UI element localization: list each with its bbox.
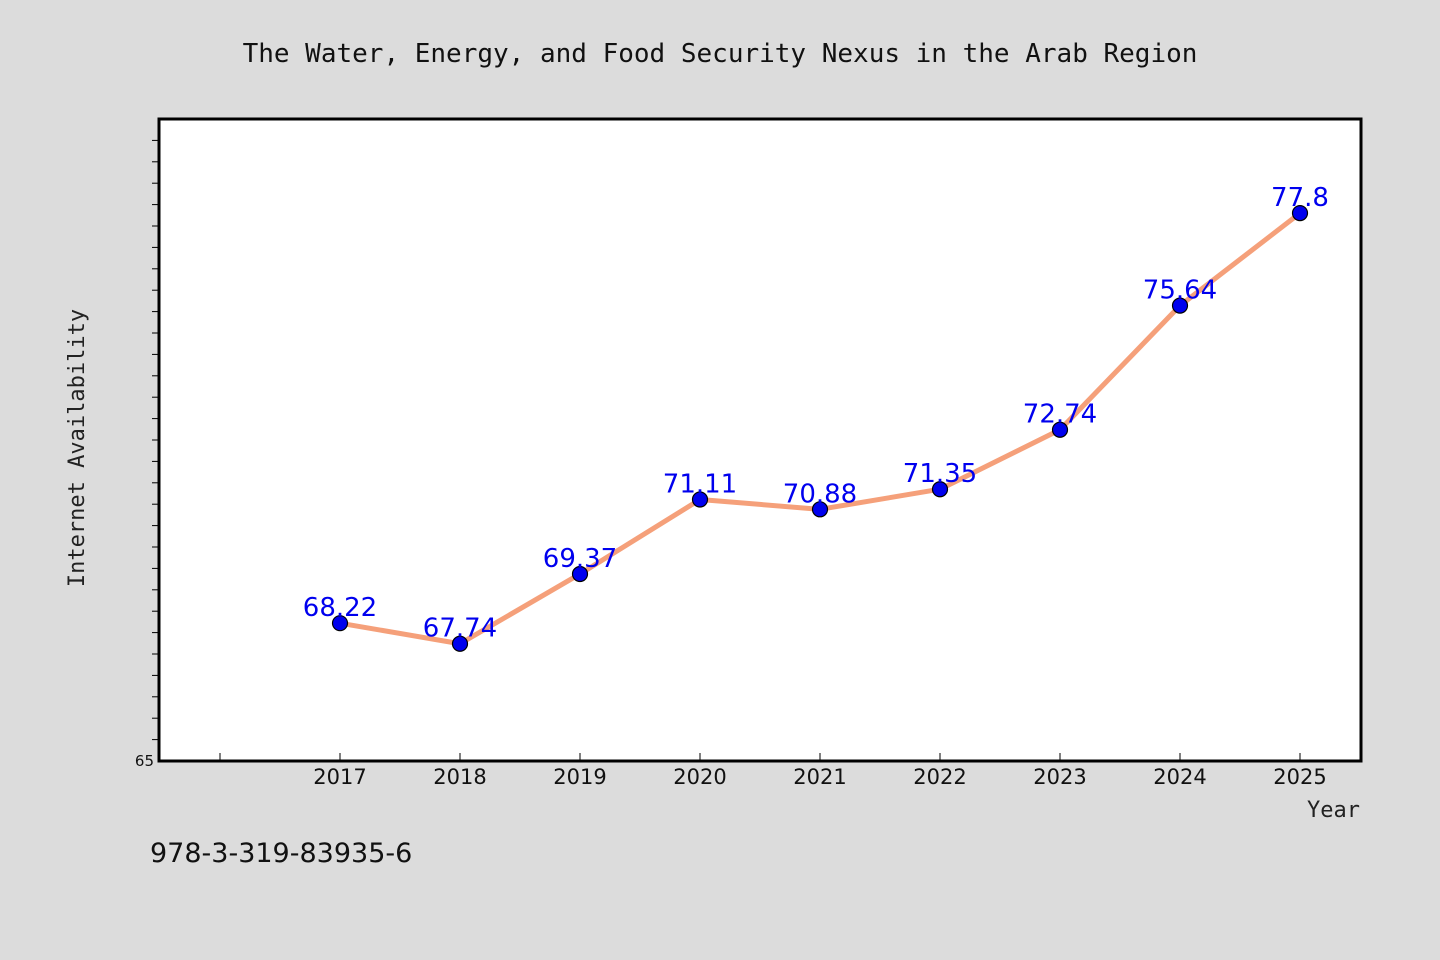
data-label: 67.74 — [423, 614, 497, 644]
data-label: 69.37 — [543, 544, 617, 574]
data-point — [331, 615, 349, 632]
x-tick-label: 2021 — [793, 765, 846, 789]
x-tick-label: 2017 — [313, 765, 366, 789]
data-point — [1051, 421, 1069, 438]
x-tick-label: 2022 — [913, 765, 966, 789]
data-point — [1171, 297, 1189, 314]
x-tick-label: 2018 — [433, 765, 486, 789]
y-axis-label: Internet Availability — [65, 309, 90, 587]
x-axis-ticks: 2017 2018 2019 2020 2021 2022 2023 2024 2025 — [219, 753, 1327, 789]
x-tick-label: 2024 — [1153, 765, 1206, 789]
x-tick-label: 2019 — [553, 765, 606, 789]
data-label: 70.88 — [783, 479, 857, 509]
data-point — [811, 501, 829, 518]
data-label: 77.8 — [1271, 183, 1329, 213]
data-labels: 68.22 67.74 69.37 71.11 70.88 71.35 72.74 75.64… — [303, 183, 1329, 644]
data-point — [451, 635, 469, 652]
data-label: 68.22 — [303, 593, 377, 623]
data-label: 71.11 — [663, 469, 737, 499]
y-tick-label: 65 — [135, 752, 154, 770]
series-layer — [331, 205, 1309, 652]
data-point — [1291, 205, 1309, 222]
y-axis-ticks: 65 — [135, 139, 159, 770]
x-tick-label: 2025 — [1273, 765, 1326, 789]
data-point — [931, 481, 949, 498]
chart-title: The Water, Energy, and Food Security Nex… — [243, 39, 1198, 69]
x-tick-label: 2020 — [673, 765, 726, 789]
data-label: 75.64 — [1143, 276, 1217, 306]
data-label: 72.74 — [1023, 400, 1097, 430]
data-point — [571, 565, 589, 583]
data-point — [691, 491, 709, 508]
data-label: 71.35 — [903, 459, 977, 489]
plot-area — [157, 117, 1363, 763]
x-axis-label: Year — [1307, 798, 1360, 823]
isbn-footer: 978-3-319-83935-6 — [150, 838, 412, 869]
x-tick-label: 2023 — [1033, 765, 1086, 789]
